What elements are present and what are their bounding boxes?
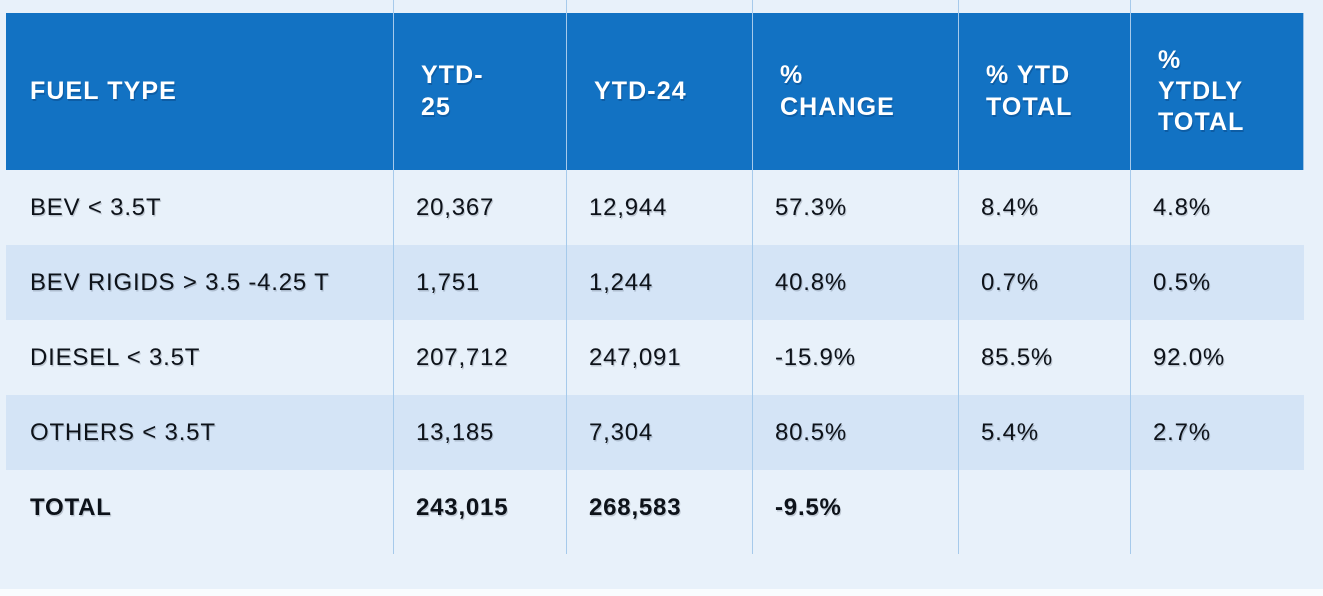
cell-pct-ytd-total: [958, 470, 1130, 546]
cell-ytd-24: 268,583: [566, 470, 752, 546]
cell-pct-ytdly-total: 0.5%: [1130, 245, 1304, 320]
cell-pct-change: -9.5%: [752, 470, 958, 546]
divider-strip-cell: [393, 546, 566, 554]
cell-pct-ytdly-total: [1130, 470, 1304, 546]
cell-ytd-25: 13,185: [393, 395, 566, 470]
header-cell-pct-ytdly-total: % YTDLY TOTAL: [1130, 13, 1304, 170]
cell-pct-change: 40.8%: [752, 245, 958, 320]
divider-strip-cell: [1130, 0, 1304, 13]
cell-ytd-24: 247,091: [566, 320, 752, 395]
cell-ytd-24: 7,304: [566, 395, 752, 470]
cell-ytd-24: 1,244: [566, 245, 752, 320]
divider-strip-cell: [6, 0, 393, 13]
divider-strip-cell: [566, 0, 752, 13]
cell-ytd-25: 1,751: [393, 245, 566, 320]
cell-ytd-25: 20,367: [393, 170, 566, 245]
header-cell-ytd-24: YTD-24: [566, 13, 752, 170]
cell-pct-ytd-total: 85.5%: [958, 320, 1130, 395]
bottom-page-strip: [0, 589, 1323, 596]
cell-pct-ytdly-total: 2.7%: [1130, 395, 1304, 470]
cell-pct-change: -15.9%: [752, 320, 958, 395]
cell-ytd-25: 207,712: [393, 320, 566, 395]
cell-fuel-type: BEV RIGIDS > 3.5 -4.25 T: [6, 245, 393, 320]
cell-pct-ytd-total: 5.4%: [958, 395, 1130, 470]
cell-fuel-type: TOTAL: [6, 470, 393, 546]
cell-ytd-24: 12,944: [566, 170, 752, 245]
cell-pct-ytd-total: 8.4%: [958, 170, 1130, 245]
header-cell-pct-ytd-total: % YTD TOTAL: [958, 13, 1130, 170]
divider-strip-cell: [566, 546, 752, 554]
cell-ytd-25: 243,015: [393, 470, 566, 546]
cell-fuel-type: DIESEL < 3.5T: [6, 320, 393, 395]
cell-pct-change: 80.5%: [752, 395, 958, 470]
cell-fuel-type: OTHERS < 3.5T: [6, 395, 393, 470]
divider-strip-cell: [958, 546, 1130, 554]
divider-strip-cell: [752, 546, 958, 554]
cell-pct-ytdly-total: 4.8%: [1130, 170, 1304, 245]
cell-pct-ytd-total: 0.7%: [958, 245, 1130, 320]
fuel-type-table: FUEL TYPE YTD- 25 YTD-24 % CHANGE % YTD …: [6, 0, 1304, 554]
divider-strip-cell: [958, 0, 1130, 13]
cell-pct-ytdly-total: 92.0%: [1130, 320, 1304, 395]
divider-strip-cell: [1130, 546, 1304, 554]
header-cell-fuel-type: FUEL TYPE: [6, 13, 393, 170]
cell-fuel-type: BEV < 3.5T: [6, 170, 393, 245]
divider-strip-cell: [752, 0, 958, 13]
divider-strip-cell: [6, 546, 393, 554]
header-cell-pct-change: % CHANGE: [752, 13, 958, 170]
divider-strip-cell: [393, 0, 566, 13]
cell-pct-change: 57.3%: [752, 170, 958, 245]
header-cell-ytd-25: YTD- 25: [393, 13, 566, 170]
